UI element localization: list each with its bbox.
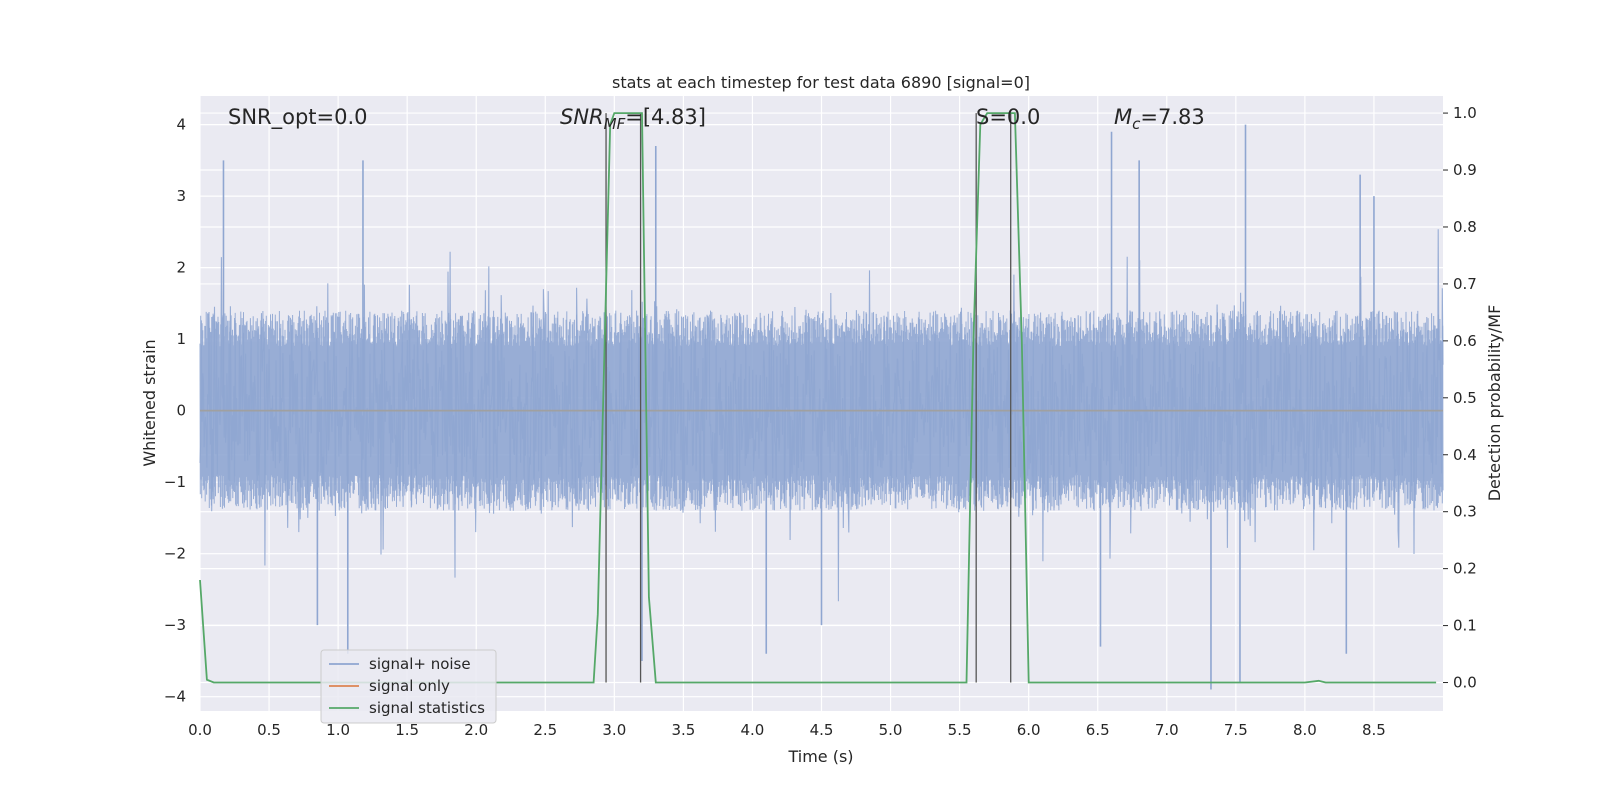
x-tick-label: 2.5 [533,721,557,739]
annotation-snr-opt: SNR_opt=0.0 [228,105,368,130]
y-tick-label: −2 [164,545,186,563]
y-right-tick-label: 0.7 [1453,275,1477,293]
snr-mf-sub: MF [604,115,626,133]
snr-mf-value: =[4.83] [625,105,706,129]
legend-label-signal-only: signal only [369,677,450,695]
y-right-tick-label: 0.1 [1453,617,1477,635]
noise-trace-core [199,310,1444,511]
y-tick-label: −4 [164,688,186,706]
y-right-tick-label: 0.8 [1453,218,1477,236]
x-tick-label: 6.0 [1017,721,1041,739]
x-tick-label: 8.0 [1293,721,1317,739]
x-tick-label: 1.5 [395,721,419,739]
x-tick-label: 5.0 [879,721,903,739]
x-tick-label: 8.5 [1362,721,1386,739]
y-right-tick-label: 1.0 [1453,104,1477,122]
x-tick-label: 0.0 [188,721,212,739]
legend: signal+ noise signal only signal statist… [320,649,497,724]
y-tick-label: 1 [176,330,186,348]
y-right-tick-label: 0.0 [1453,674,1477,692]
tick-layer: 0.0 0.5 1.0 1.5 2.0 2.5 3.0 3.5 4.0 4.5 5.0 5.5 6.0 6… [164,104,1477,739]
legend-box [320,649,497,724]
x-tick-label: 0.5 [257,721,281,739]
legend-label-signal-statistics: signal statistics [369,699,485,717]
chart-title: stats at each timestep for test data 689… [612,73,1030,92]
x-tick-label: 1.0 [326,721,350,739]
y-right-tick-label: 0.2 [1453,560,1477,578]
x-tick-label: 5.5 [948,721,972,739]
annotation-s: S=0.0 [976,105,1040,129]
y-right-tick-label: 0.4 [1453,446,1477,464]
y-axis-label-right: Detection probability/MF [1485,305,1504,502]
x-tick-label: 4.5 [810,721,834,739]
snr-mf-main: SNR [560,105,604,129]
annotation-mc: Mc=7.83 [1114,105,1205,133]
x-tick-label: 4.0 [741,721,765,739]
mc-value: =7.83 [1140,105,1204,129]
y-right-tick-label: 0.5 [1453,389,1477,407]
x-tick-label: 7.5 [1224,721,1248,739]
y-tick-label: 3 [176,187,186,205]
y-tick-label: −1 [164,473,186,491]
y-axis-label: Whitened strain [140,339,159,466]
y-right-tick-label: 0.6 [1453,332,1477,350]
y-tick-label: 2 [176,259,186,277]
y-right-tick-label: 0.9 [1453,161,1477,179]
annotation-snr-mf: SNRMF=[4.83] [560,105,706,133]
mc-main: M [1114,105,1132,129]
y-right-tick-label: 0.3 [1453,503,1477,521]
x-tick-label: 3.0 [602,721,626,739]
x-tick-label: 7.0 [1155,721,1179,739]
x-axis-label: Time (s) [787,747,853,766]
y-tick-label: −3 [164,616,186,634]
x-tick-label: 2.0 [464,721,488,739]
y-tick-label: 4 [176,116,186,134]
x-tick-label: 3.5 [671,721,695,739]
x-tick-label: 6.5 [1086,721,1110,739]
mc-sub: c [1132,115,1141,133]
legend-label-signal-noise: signal+ noise [369,655,471,673]
signal-statistics-line [199,112,1437,684]
noise-series [199,124,1444,690]
line-layer [199,112,1443,684]
y-tick-label: 0 [176,402,186,420]
